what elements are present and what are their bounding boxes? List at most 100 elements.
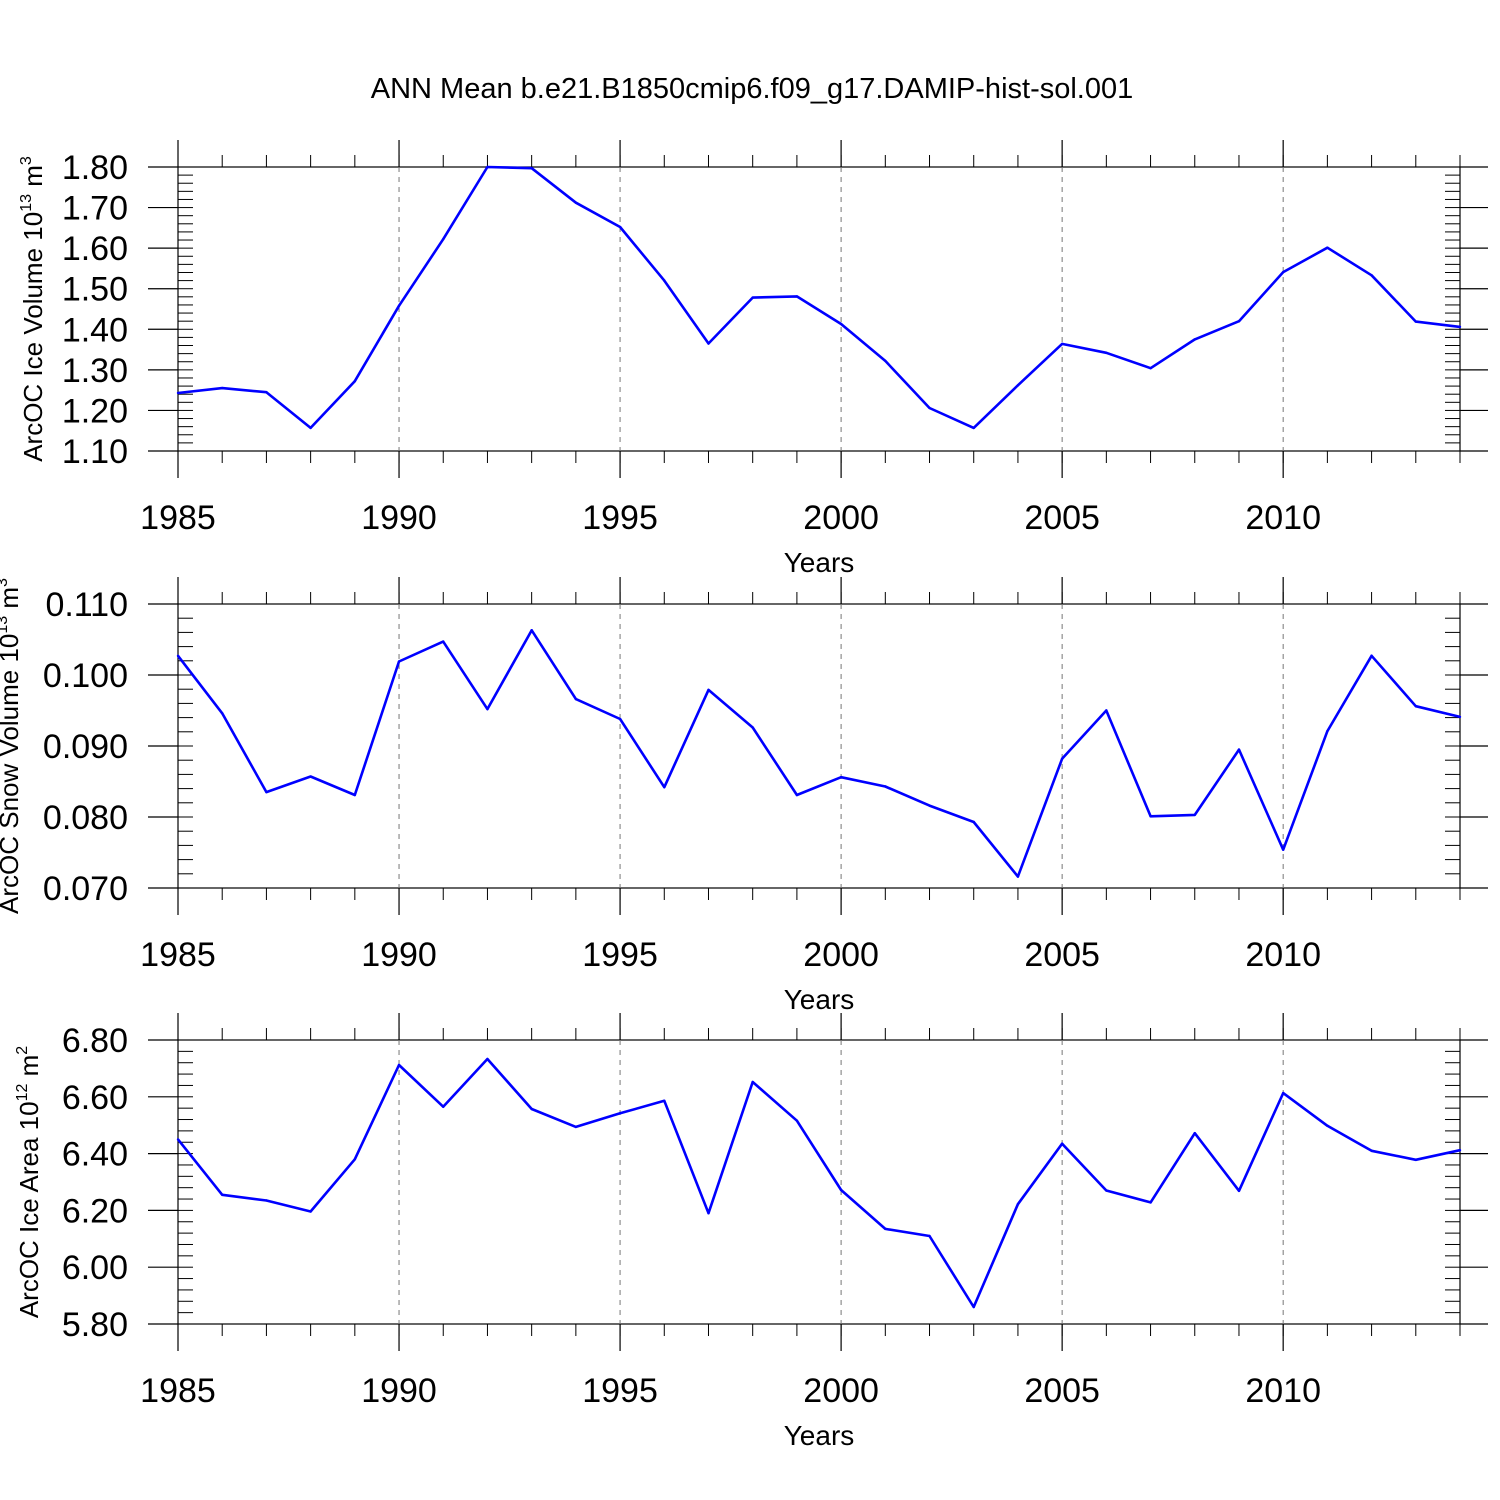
x-tick-label: 2000 [803,1372,879,1410]
y-axis-label: ArcOC Snow Volume 1013 m3 [0,578,24,914]
data-point [1060,757,1064,760]
x-axis-label: Years [784,1420,855,1451]
y-tick-label: 1.60 [62,230,128,268]
data-point [397,304,401,307]
data-point [353,380,357,383]
data-point [751,296,754,299]
x-tick-label: 1985 [140,936,216,974]
data-point [1149,1201,1152,1204]
data-point [751,1080,754,1084]
x-tick-label: 2010 [1245,936,1321,974]
data-point [795,1119,799,1122]
data-point [663,279,666,282]
data-point [795,295,799,298]
data-point [574,1125,578,1129]
y-tick-label: 0.070 [43,870,128,908]
y-axis-label-superscript: 3 [18,156,35,165]
data-point [1281,848,1285,851]
y-axis-label-part: m [18,165,48,194]
data-point [1105,351,1108,355]
plot-frame [177,166,1461,452]
data-point [707,1212,710,1215]
x-tick-label: 1995 [582,499,658,537]
data-series-line [176,1057,1461,1309]
data-point [839,322,843,326]
y-tick-label: 1.40 [62,311,128,349]
y-tick-label: 1.30 [62,352,128,390]
data-series-line [176,628,1461,878]
data-point [486,165,489,169]
y-tick-label: 1.80 [62,149,128,187]
data-point [839,776,843,779]
data-series-line [177,165,1461,430]
chart-panel-3: 5.80 6.00 6.20 6.40 6.60 6.80 1985 1990 1995 2000… [14,1013,1488,1451]
data-point [1237,1189,1241,1193]
y-axis-label-superscript: 13 [18,194,35,212]
y-axis-label-part: m [0,587,24,616]
data-point [1458,325,1462,329]
data-point [176,1138,180,1141]
data-point [972,1305,975,1309]
data-point [353,793,357,797]
data-point [1370,1149,1373,1152]
y-axis-label-superscript: 13 [0,616,11,634]
y-tick-label: 0.090 [43,728,128,766]
chart-panel-2: 0.070 0.080 0.090 0.100 0.110 1985 1990 1995 200… [0,577,1488,1015]
y-tick-label: 6.00 [62,1249,128,1287]
data-point [397,1063,401,1067]
data-point [751,726,754,729]
y-tick-label: 1.70 [62,190,128,228]
y-axis-label: ArcOC Ice Volume 1013 m3 [18,156,48,462]
data-point [309,775,312,778]
data-point [265,390,268,394]
data-point [1458,715,1462,719]
x-tick-label: 1990 [361,1372,437,1410]
x-tick-label: 1995 [582,936,658,974]
data-point [221,386,224,390]
y-axis-label-superscript: 12 [14,1084,31,1102]
data-point [972,820,975,824]
data-point [928,406,931,410]
data-point [1105,1189,1108,1192]
data-point [1060,342,1064,346]
data-point [574,201,578,204]
data-point [486,707,489,711]
x-tick-label: 2000 [803,936,879,974]
data-point [1193,813,1196,817]
data-point [928,804,931,807]
data-point [442,238,445,241]
data-point [353,1158,357,1161]
data-point [397,660,401,663]
data-point [663,1099,666,1102]
data-point [1060,1142,1064,1145]
y-tick-label: 1.10 [62,433,128,471]
data-point [707,342,710,345]
data-point [1016,875,1020,878]
data-point [1016,384,1020,387]
chart-panel-1: 1.101.201.301.401.501.601.701.80 1985 1990… [18,140,1488,578]
data-point [972,426,975,430]
y-tick-label: 0.110 [45,586,128,624]
data-point [530,1107,533,1111]
x-axis-label: Years [784,984,855,1015]
y-tick-label: 6.20 [62,1192,128,1230]
x-tick-label: 1990 [361,936,437,974]
data-point [1105,709,1108,712]
x-tick-label: 1985 [140,1372,216,1410]
data-point [884,785,887,788]
data-point [1237,748,1241,751]
x-tick-label: 2010 [1245,1372,1321,1410]
data-point [1193,338,1196,341]
data-point [265,1199,268,1202]
data-point [176,654,180,658]
data-point [839,1188,843,1192]
y-axis-label: ArcOC Ice Area 1012 m2 [14,1046,44,1318]
data-point [221,1193,224,1196]
plot-frame [177,1039,1461,1325]
data-point [1281,270,1285,274]
y-tick-label: 0.080 [43,799,128,837]
data-point [530,167,533,170]
y-tick-label: 1.50 [62,271,128,309]
x-tick-label: 2005 [1024,499,1100,537]
